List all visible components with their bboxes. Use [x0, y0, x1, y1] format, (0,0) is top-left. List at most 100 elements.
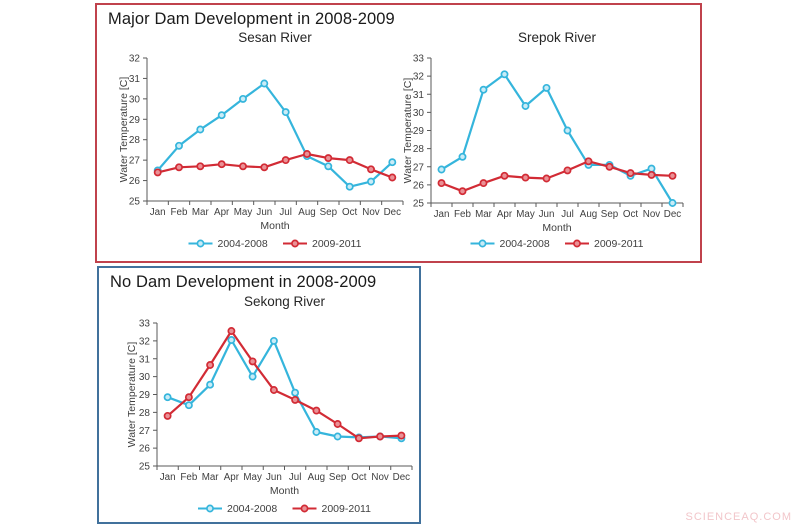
data-point [563, 166, 572, 175]
series-2004-2008 [153, 79, 397, 191]
data-point [227, 336, 236, 344]
legend-label: 2004-2008 [500, 238, 550, 250]
x-tick-label: Feb [171, 207, 188, 218]
y-tick-label: 27 [129, 156, 141, 167]
series-2009-2011 [163, 327, 406, 443]
data-point [281, 156, 290, 165]
data-point [542, 83, 551, 92]
data-point [217, 160, 226, 169]
data-point [668, 171, 677, 180]
y-tick-label: 25 [139, 462, 151, 473]
data-point [239, 94, 247, 103]
data-point [388, 173, 397, 182]
x-tick-label: Jan [434, 209, 450, 220]
x-tick-label: Jul [289, 472, 302, 483]
legend-marker [478, 239, 487, 248]
y-tick-label: 29 [413, 126, 425, 137]
legend: 2004-2008 2009-2011 [198, 503, 371, 515]
data-point [217, 111, 226, 120]
x-tick-label: Nov [362, 207, 380, 218]
x-tick-label: May [516, 209, 535, 220]
x-tick-label: Dec [393, 472, 411, 483]
x-axis-title: Month [270, 485, 299, 497]
x-tick-label: Mar [475, 209, 493, 220]
data-point [269, 336, 278, 345]
x-tick-label: Oct [342, 207, 358, 218]
data-point [227, 327, 236, 335]
sesan-river-chart: Sesan River 25 26 27 28 29 30 31 32 Jan Feb Mar Apr M… [117, 26, 413, 265]
x-tick-label: Jan [160, 472, 176, 483]
y-tick-label: 25 [413, 199, 425, 210]
data-point [367, 165, 375, 174]
y-tick-label: 31 [129, 74, 141, 85]
data-point [324, 162, 333, 171]
sesan-river-chart-svg: Sesan River 25 26 27 28 29 30 31 32 Jan Feb Mar Apr M… [118, 30, 404, 250]
y-tick-label: 30 [139, 372, 151, 383]
x-tick-label: Sep [329, 472, 347, 483]
chart-title: Sesan River [238, 30, 312, 45]
data-point [184, 393, 193, 402]
data-point [303, 150, 311, 158]
x-tick-label: Sep [601, 209, 619, 220]
major-dam-panel-title: Major Dam Development in 2008-2009 [108, 10, 395, 28]
y-tick-label: 27 [413, 162, 425, 173]
y-tick-label: 33 [139, 319, 151, 330]
no-dam-panel: No Dam Development in 2008-2009 Sekong R… [97, 266, 421, 524]
data-point [163, 393, 172, 402]
data-point [500, 70, 509, 79]
data-point [291, 395, 300, 404]
data-point [397, 431, 406, 440]
x-tick-label: Oct [623, 209, 639, 220]
x-tick-label: Nov [643, 209, 661, 220]
data-point [260, 79, 269, 88]
y-tick-label: 28 [139, 408, 151, 419]
x-tick-label: Aug [308, 472, 325, 483]
data-point [584, 157, 593, 166]
y-tick-label: 28 [413, 144, 425, 155]
data-point [345, 156, 354, 165]
x-tick-label: Nov [371, 472, 389, 483]
no-dam-panel-title: No Dam Development in 2008-2009 [110, 273, 377, 291]
x-tick-label: Apr [497, 209, 513, 220]
x-tick-label: Apr [214, 207, 230, 218]
y-tick-label: 31 [139, 354, 151, 365]
legend-label: 2004-2008 [218, 238, 268, 250]
series-2009-2011 [153, 150, 397, 182]
data-point [206, 361, 215, 369]
axes: 25 26 27 28 29 30 31 32 33 Jan Feb Mar Apr May Jun Jul A… [139, 319, 413, 483]
legend-marker [573, 239, 581, 248]
data-point [521, 173, 530, 182]
data-point [324, 154, 333, 163]
x-tick-label: Jun [539, 209, 555, 220]
series-2004-2008 [163, 336, 406, 443]
major-dam-panel: Major Dam Development in 2008-2009 Sesan… [95, 3, 702, 263]
data-point [563, 126, 572, 135]
y-axis-title: Water Temperature [C] [402, 78, 414, 184]
axes: 25 26 27 28 29 30 31 32 33 Jan Feb Mar Apr May Jun Jul A… [413, 54, 684, 220]
y-tick-label: 25 [129, 197, 141, 208]
data-point [479, 179, 488, 188]
watermark-text: SCIENCEAQ.COM [685, 511, 792, 523]
x-axis-title: Month [542, 222, 571, 234]
legend-marker [291, 239, 299, 248]
data-point [376, 432, 385, 441]
data-point [437, 179, 446, 188]
data-point [521, 102, 530, 110]
legend-marker [300, 504, 309, 513]
x-tick-label: Dec [384, 207, 402, 218]
y-tick-label: 29 [139, 390, 151, 401]
x-tick-label: May [234, 207, 253, 218]
data-point [248, 372, 257, 381]
y-axis-title: Water Temperature [C] [126, 342, 138, 448]
y-tick-label: 33 [413, 54, 425, 65]
data-point [291, 388, 300, 397]
data-point [647, 170, 656, 179]
x-tick-label: Dec [664, 209, 682, 220]
y-tick-label: 26 [413, 180, 425, 191]
data-point [668, 199, 677, 207]
legend: 2004-2008 2009-2011 [470, 238, 644, 250]
legend-label: 2009-2011 [594, 238, 644, 250]
x-tick-label: Aug [298, 207, 315, 218]
data-point [196, 162, 205, 171]
